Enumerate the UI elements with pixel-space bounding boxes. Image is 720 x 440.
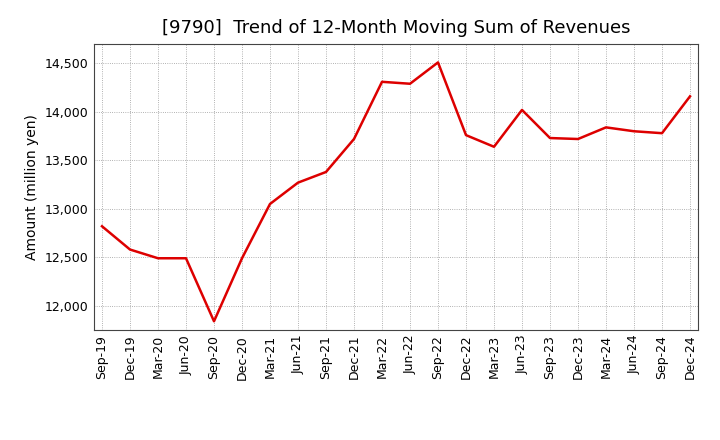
Title: [9790]  Trend of 12-Month Moving Sum of Revenues: [9790] Trend of 12-Month Moving Sum of R… (162, 19, 630, 37)
Y-axis label: Amount (million yen): Amount (million yen) (25, 114, 40, 260)
